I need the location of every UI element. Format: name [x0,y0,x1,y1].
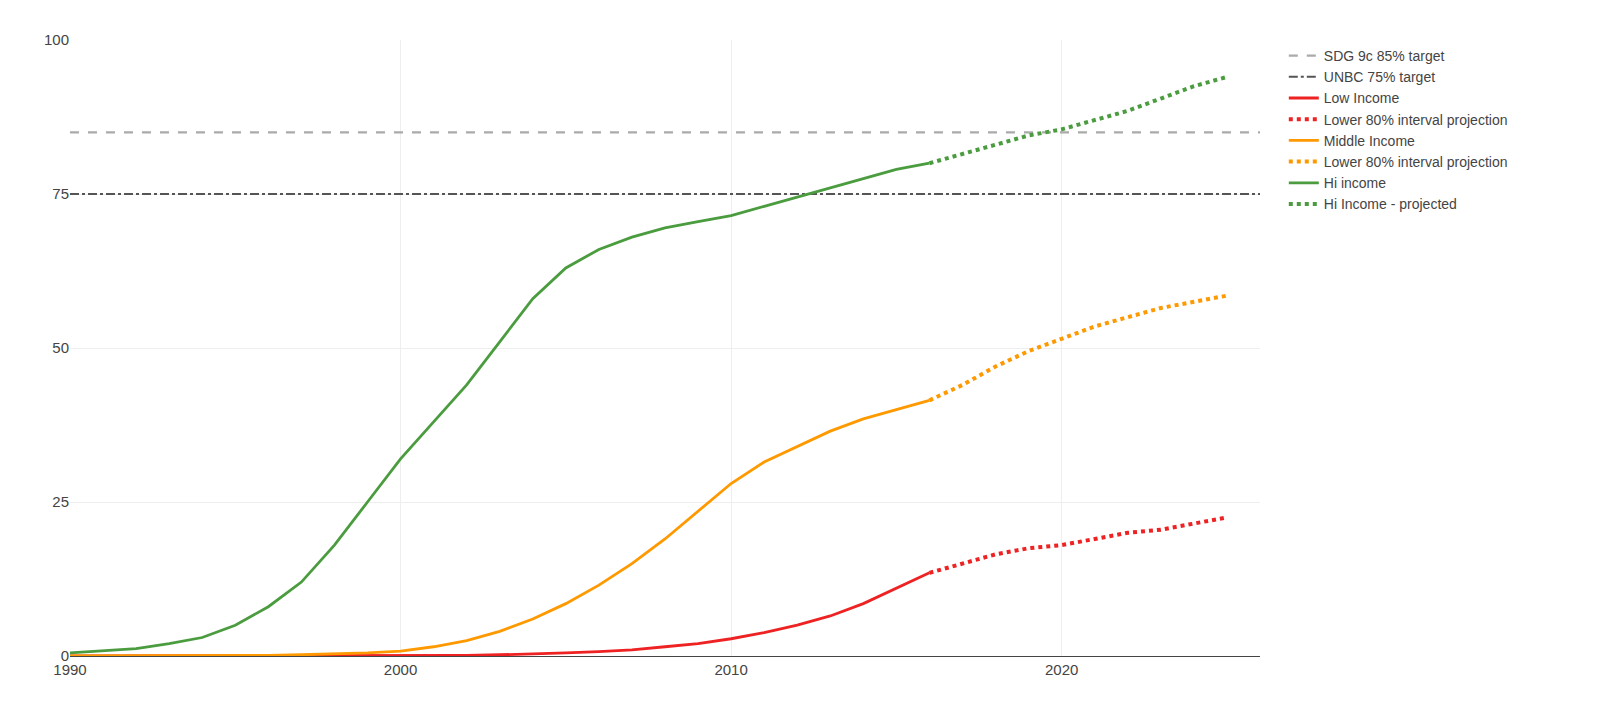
svg-text:SDG 9c 85% target: SDG 9c 85% target [1324,48,1445,64]
svg-text:1990: 1990 [53,661,86,678]
svg-text:2000: 2000 [384,661,417,678]
svg-text:Hi income: Hi income [1324,175,1386,191]
svg-text:2020: 2020 [1045,661,1078,678]
svg-text:Lower 80% interval projection: Lower 80% interval projection [1324,154,1508,170]
svg-text:75: 75 [52,185,69,202]
svg-text:2010: 2010 [714,661,747,678]
svg-text:UNBC 75% target: UNBC 75% target [1324,69,1435,85]
svg-text:25: 25 [52,493,69,510]
svg-text:100: 100 [44,31,69,48]
svg-text:Low Income: Low Income [1324,90,1400,106]
svg-text:Hi Income - projected: Hi Income - projected [1324,196,1457,212]
svg-text:Middle Income: Middle Income [1324,133,1415,149]
svg-text:Lower 80% interval projection: Lower 80% interval projection [1324,112,1508,128]
svg-text:50: 50 [52,339,69,356]
svg-text:0: 0 [61,647,69,664]
